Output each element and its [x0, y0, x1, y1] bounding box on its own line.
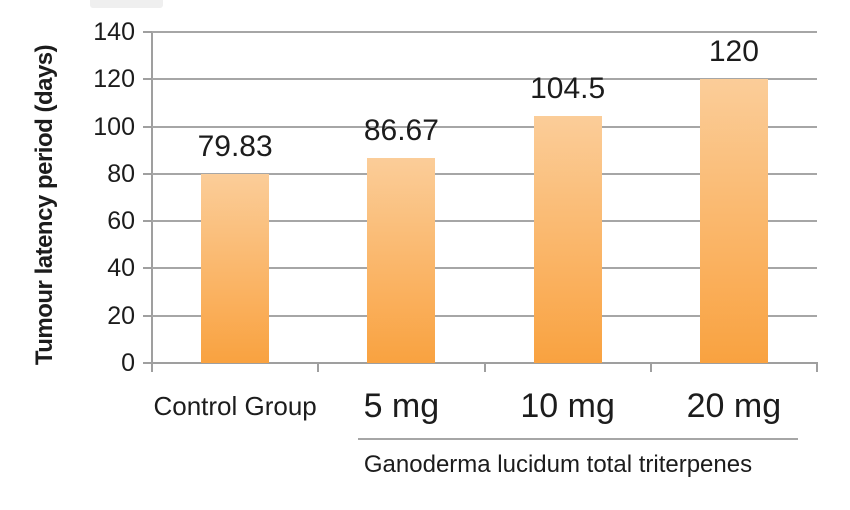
y-tick-label: 100 [93, 112, 135, 141]
y-tick-mark [143, 78, 152, 81]
y-tick-mark [143, 362, 152, 364]
y-tick-label: 140 [93, 18, 135, 46]
y-tick-mark [143, 220, 152, 223]
gridline [152, 172, 817, 175]
y-tick-mark [143, 267, 152, 270]
gridline [152, 78, 817, 81]
y-tick-label: 20 [107, 301, 135, 330]
x-category-label: 20 mg [686, 386, 782, 425]
x-tick-mark [649, 363, 652, 372]
y-tick-label: 60 [107, 207, 135, 236]
gridline [152, 125, 817, 128]
y-tick-label: 0 [121, 349, 135, 377]
bar-value-label: 104.5 [530, 71, 606, 105]
gridline [152, 267, 817, 270]
x-tick-mark [151, 363, 153, 372]
bar-20-mg [699, 79, 768, 363]
y-tick-mark [143, 314, 152, 317]
x-category-label: Control Group [153, 390, 317, 421]
x-category-label: 5 mg [363, 386, 440, 425]
gridline [152, 314, 817, 317]
y-tick-mark [143, 125, 152, 128]
top-left-artifact [90, 0, 163, 8]
y-tick-label: 40 [107, 254, 135, 283]
y-axis-line [151, 32, 153, 364]
y-tick-mark [143, 172, 152, 175]
gridline [152, 220, 817, 223]
bar-value-label: 86.67 [363, 114, 439, 148]
group-axis-label: Ganoderma lucidum total triterpenes [363, 451, 753, 478]
group-divider-line [358, 438, 798, 440]
x-tick-mark [317, 363, 320, 372]
x-tick-mark [483, 363, 486, 372]
x-tick-mark [816, 363, 818, 372]
y-tick-label: 120 [93, 65, 135, 94]
bar-10-mg [533, 115, 602, 363]
gridline [152, 31, 817, 33]
bar-5-mg [367, 158, 436, 363]
y-tick-label: 80 [107, 159, 135, 188]
bar-value-label: 79.83 [197, 130, 273, 164]
bar-value-label: 120 [708, 35, 759, 69]
bar-control-group [201, 174, 270, 363]
x-category-label: 10 mg [520, 386, 615, 425]
y-tick-mark [143, 31, 152, 33]
